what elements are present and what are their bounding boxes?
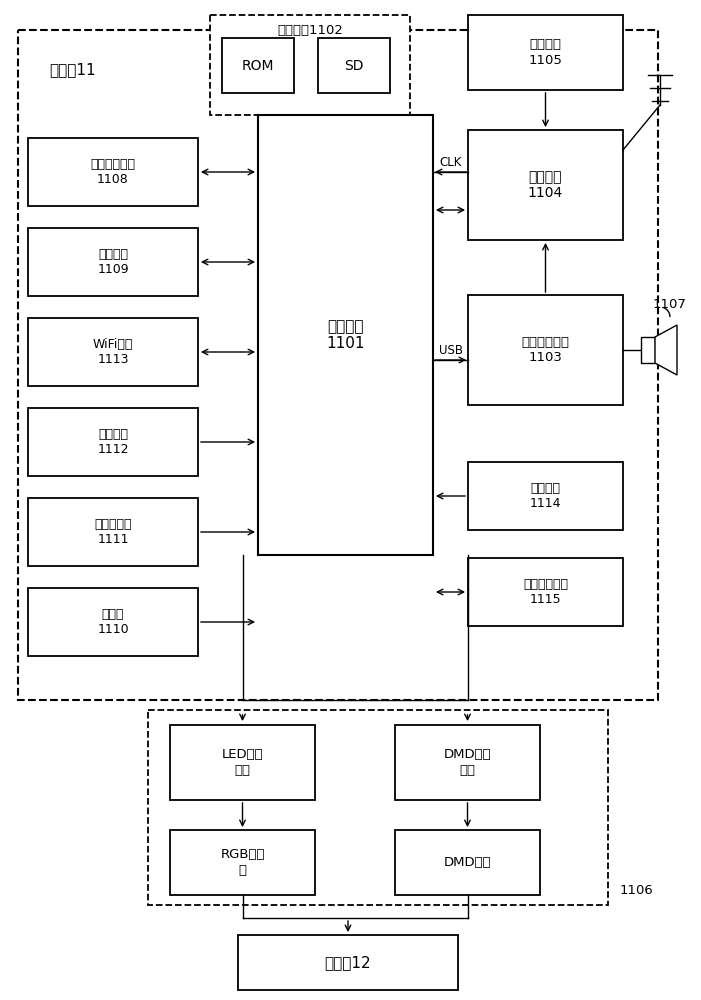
Bar [641, 337, 655, 363]
Bar [258, 115, 433, 555]
Text: 蓝牙模块
1109: 蓝牙模块 1109 [97, 248, 129, 276]
Text: DMD芯片: DMD芯片 [444, 856, 491, 869]
Bar [28, 228, 198, 296]
Text: 射频模块
1104: 射频模块 1104 [528, 170, 563, 200]
Text: 摄像头
1110: 摄像头 1110 [97, 608, 129, 636]
Bar [28, 408, 198, 476]
Polygon shape [655, 325, 677, 375]
Bar [395, 830, 540, 895]
Text: 时钟电路
1105: 时钟电路 1105 [529, 38, 562, 66]
Text: 无线网络模块
1108: 无线网络模块 1108 [90, 158, 135, 186]
Bar [395, 725, 540, 800]
Bar [28, 318, 198, 386]
Text: 1106: 1106 [619, 884, 653, 896]
Bar [170, 725, 315, 800]
Bar [468, 130, 623, 240]
Bar [170, 830, 315, 895]
Text: 电源管理单元
1103: 电源管理单元 1103 [522, 336, 569, 364]
Text: USB: USB [439, 344, 463, 357]
Bar [468, 15, 623, 90]
Bar [238, 935, 458, 990]
Bar [318, 38, 390, 93]
Bar [148, 710, 608, 905]
Text: CLK: CLK [440, 155, 462, 168]
Bar [28, 498, 198, 566]
Text: ROM: ROM [242, 58, 274, 73]
Text: 定位模块
1112: 定位模块 1112 [97, 428, 129, 456]
Text: WiFi模块
1113: WiFi模块 1113 [93, 338, 133, 366]
Bar [18, 30, 658, 700]
Bar [468, 462, 623, 530]
Bar [28, 588, 198, 656]
Text: 投影仪11: 投影仪11 [50, 62, 96, 78]
Text: 红外传感器
1111: 红外传感器 1111 [94, 518, 132, 546]
Text: 投影幕12: 投影幕12 [325, 955, 372, 970]
Text: 串行通信接口
1115: 串行通信接口 1115 [523, 578, 568, 606]
Text: DMD驱动
电路: DMD驱动 电路 [444, 748, 491, 776]
Text: 1107: 1107 [653, 298, 687, 312]
Text: LED驱动
电路: LED驱动 电路 [222, 748, 264, 776]
Bar [28, 138, 198, 206]
Text: 按键单元
1114: 按键单元 1114 [530, 482, 562, 510]
Bar [210, 15, 410, 115]
Text: 存储单元1102: 存储单元1102 [277, 24, 343, 37]
Bar [468, 558, 623, 626]
Bar [468, 295, 623, 405]
Text: 主控单元
1101: 主控单元 1101 [326, 319, 365, 351]
Text: SD: SD [344, 58, 364, 73]
Bar [222, 38, 294, 93]
Text: RGB三色
灯: RGB三色 灯 [220, 848, 265, 876]
